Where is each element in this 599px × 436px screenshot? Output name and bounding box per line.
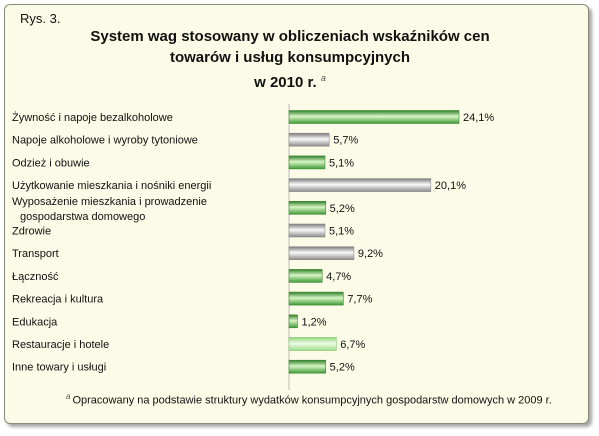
bar <box>288 178 432 192</box>
footnote-marker: a <box>66 392 71 401</box>
category-label: Użytkowanie mieszkania i nośniki energii <box>12 180 211 192</box>
bar <box>288 314 298 329</box>
footnote-text: Opracowany na podstawie struktury wydatk… <box>72 394 552 407</box>
value-label: 5,1% <box>329 157 354 169</box>
category-label: Zdrowie <box>12 226 51 238</box>
value-label: 20,1% <box>435 180 466 192</box>
bar <box>288 155 326 170</box>
title-line-2: towarów i usług konsumpcyjnych <box>169 49 411 66</box>
value-label: 5,1% <box>329 226 354 238</box>
figure-label: Rys. 3. <box>20 11 61 26</box>
title-footnote-marker: a <box>320 73 326 83</box>
category-label: Odzież i obuwie <box>12 157 90 169</box>
title-line-3: w 2010 r. <box>254 74 317 91</box>
footnote: a Opracowany na podstawie struktury wydat… <box>66 392 552 407</box>
category-label: Wyposażenie mieszkania i prowadzenie <box>12 196 207 208</box>
title-line-1: System wag stosowany w obliczeniach wska… <box>90 28 490 45</box>
category-label: Napoje alkoholowe i wyroby tytoniowe <box>12 135 198 147</box>
category-label: Edukacja <box>12 316 58 328</box>
bar <box>288 110 460 124</box>
bar <box>288 337 337 351</box>
bar <box>288 291 344 306</box>
chart-title: System wag stosowany w obliczeniach wska… <box>60 26 520 93</box>
category-label: Łączność <box>12 271 59 283</box>
value-label: 7,7% <box>347 294 372 306</box>
bar <box>288 201 326 215</box>
bar <box>288 246 355 260</box>
category-label: Transport <box>12 248 59 260</box>
value-label: 5,2% <box>330 203 355 215</box>
value-label: 1,2% <box>301 316 326 328</box>
value-label: 9,2% <box>358 248 383 260</box>
value-label: 4,7% <box>326 271 351 283</box>
bar <box>288 223 326 238</box>
category-label: Rekreacja i kultura <box>12 294 104 306</box>
category-label: Żywność i napoje bezalkoholowe <box>12 111 173 124</box>
category-label: gospodarstwa domowego <box>20 211 145 223</box>
bar <box>288 132 330 147</box>
category-label: Inne towary i usługi <box>12 362 106 374</box>
value-label: 6,7% <box>340 339 365 351</box>
bar <box>288 359 326 374</box>
bar <box>288 269 323 283</box>
value-label: 5,2% <box>330 362 355 374</box>
value-label: 24,1% <box>463 112 494 124</box>
category-label: Restauracje i hotele <box>12 339 109 351</box>
value-label: 5,7% <box>333 135 358 147</box>
